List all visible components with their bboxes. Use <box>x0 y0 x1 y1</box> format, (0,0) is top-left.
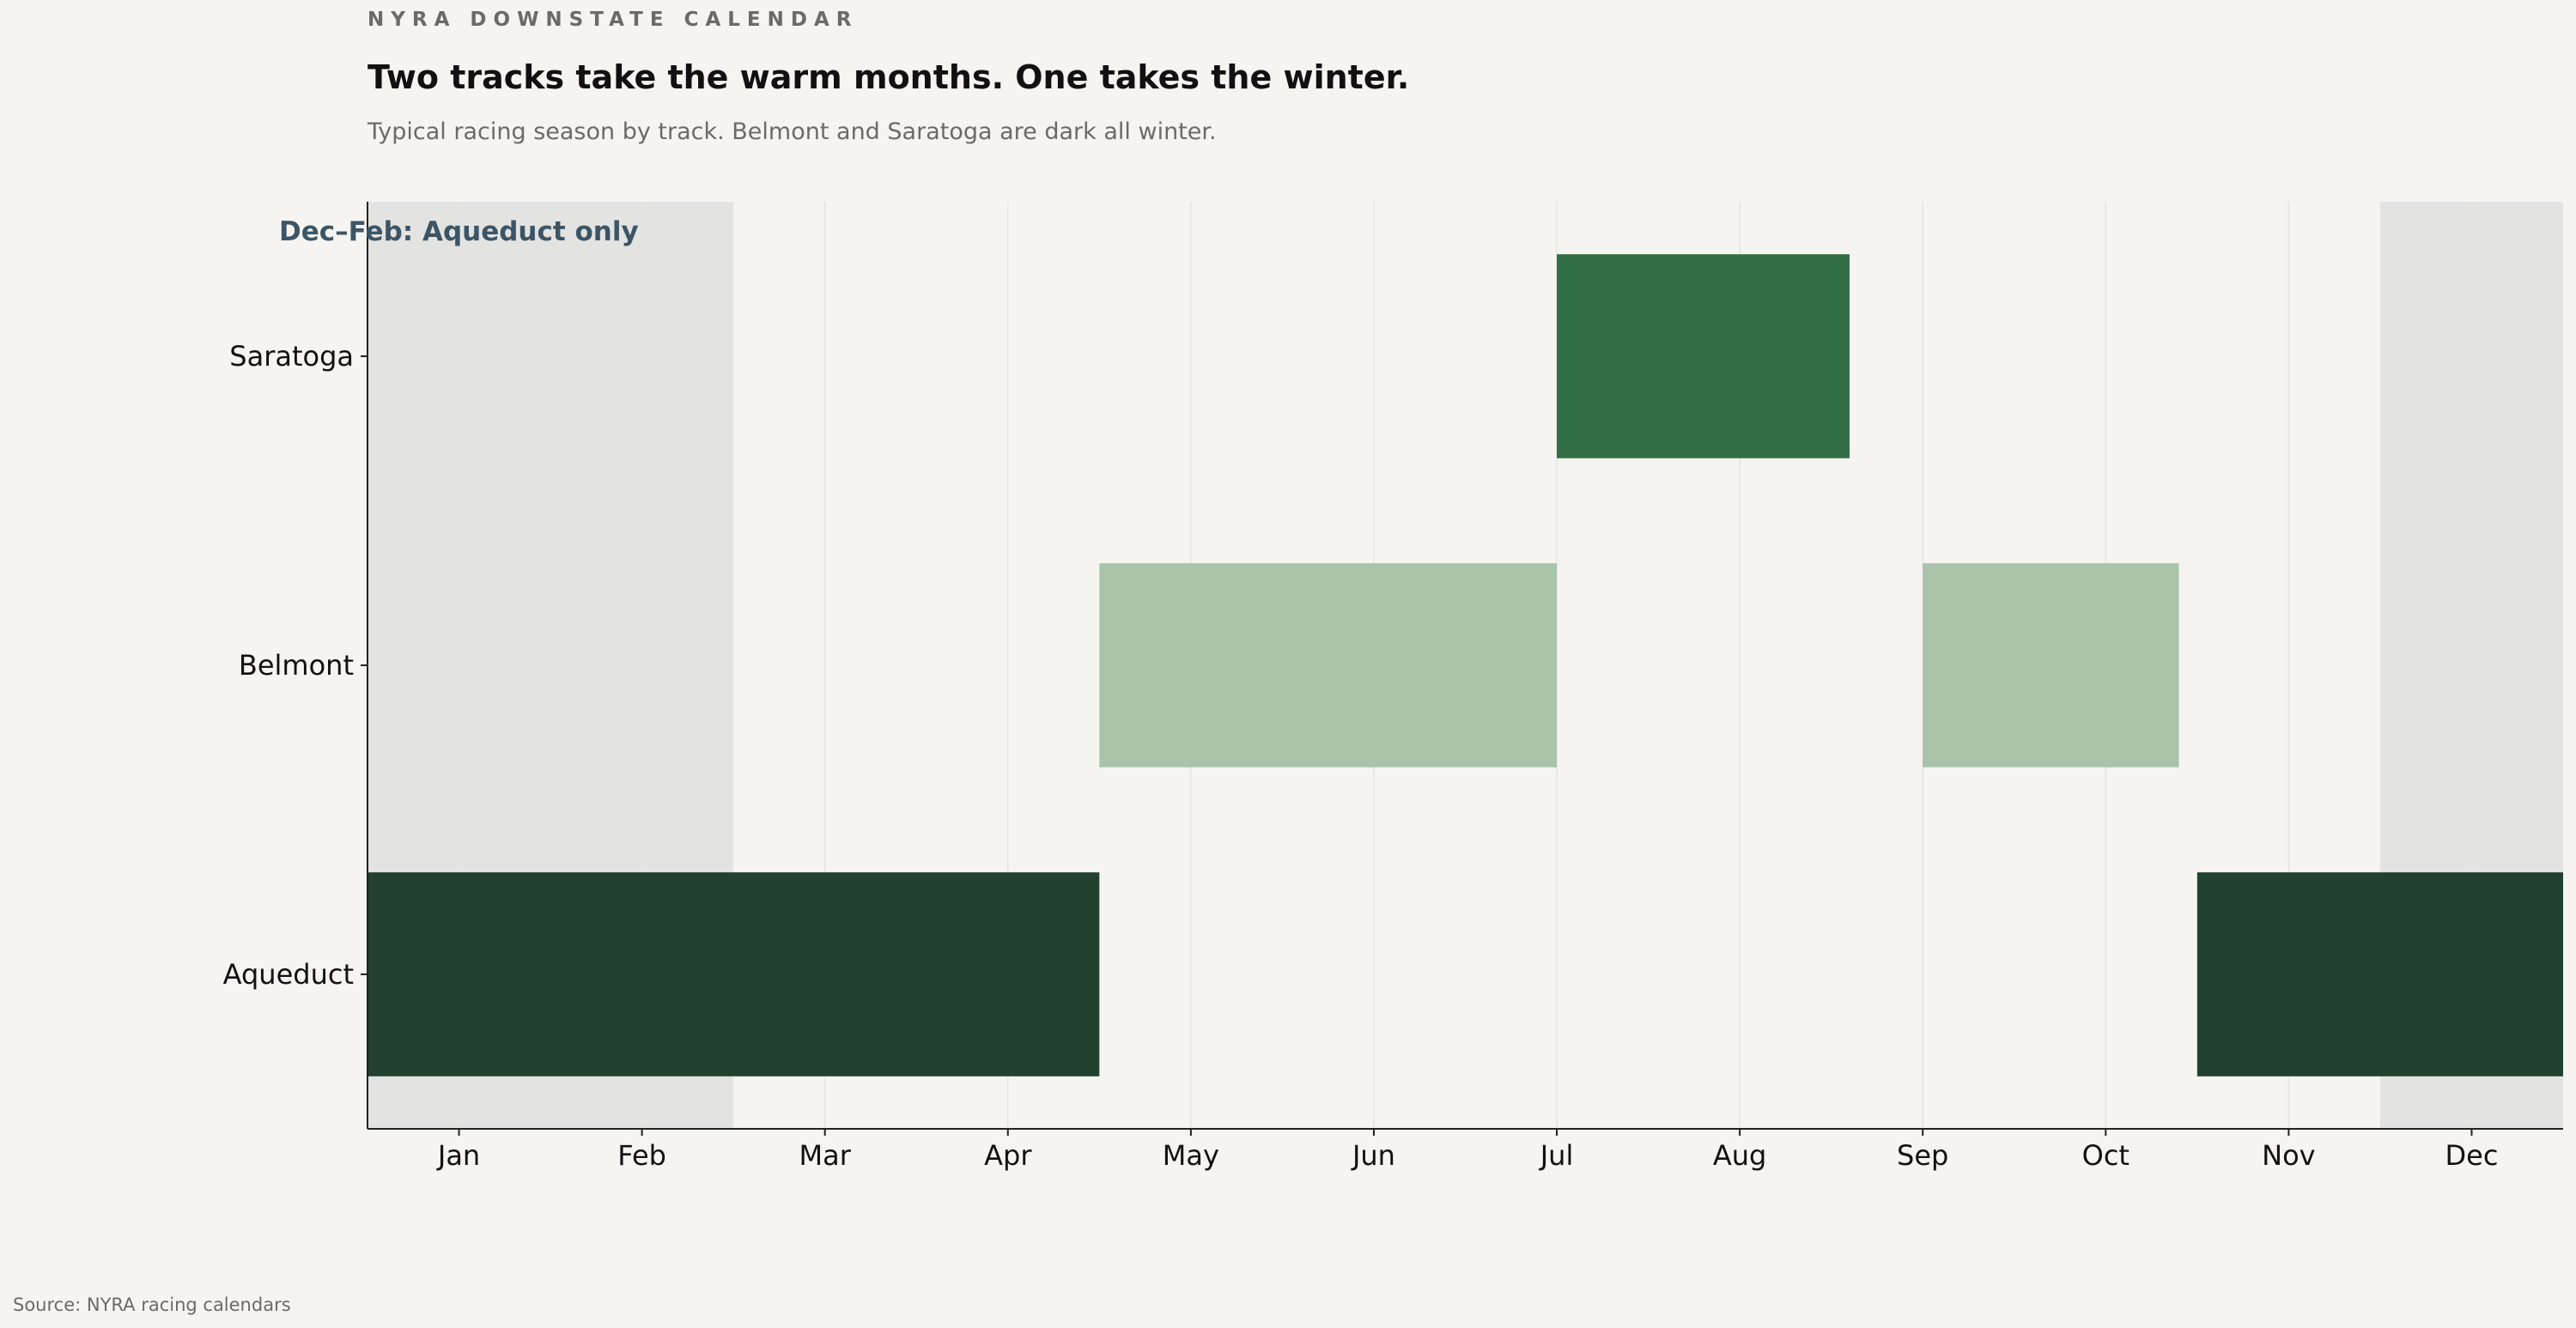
x-tick-label-jul: Jul <box>1539 1139 1574 1172</box>
x-tick-label-mar: Mar <box>799 1139 852 1172</box>
x-tick-label-oct: Oct <box>2082 1139 2129 1172</box>
x-tick-label-feb: Feb <box>617 1139 666 1172</box>
x-tick-label-jun: Jun <box>1351 1139 1395 1172</box>
x-tick-label-may: May <box>1163 1139 1219 1172</box>
season-bar-belmont <box>1923 563 2179 767</box>
season-bar-belmont <box>1099 563 1558 767</box>
x-tick-label-jan: Jan <box>436 1139 480 1172</box>
x-tick-label-apr: Apr <box>984 1139 1032 1172</box>
season-bar-aqueduct <box>368 872 1100 1076</box>
y-tick-label-belmont: Belmont <box>239 649 354 682</box>
winter-annotation: Dec–Feb: Aqueduct only <box>279 216 639 247</box>
chart-kicker: NYRA DOWNSTATE CALENDAR <box>368 9 859 31</box>
source-note: Source: NYRA racing calendars <box>13 1295 291 1315</box>
y-tick-label-saratoga: Saratoga <box>229 340 354 373</box>
x-tick-label-nov: Nov <box>2262 1139 2315 1172</box>
season-bar-aqueduct <box>2196 872 2563 1076</box>
x-tick-label-aug: Aug <box>1713 1139 1766 1172</box>
season-bar-saratoga <box>1557 254 1850 458</box>
x-tick-label-dec: Dec <box>2445 1139 2498 1172</box>
y-tick-label-aqueduct: Aqueduct <box>223 958 354 991</box>
chart-title: Two tracks take the warm months. One tak… <box>368 58 1410 96</box>
chart-subtitle: Typical racing season by track. Belmont … <box>368 118 1217 145</box>
x-tick-label-sep: Sep <box>1897 1139 1948 1172</box>
